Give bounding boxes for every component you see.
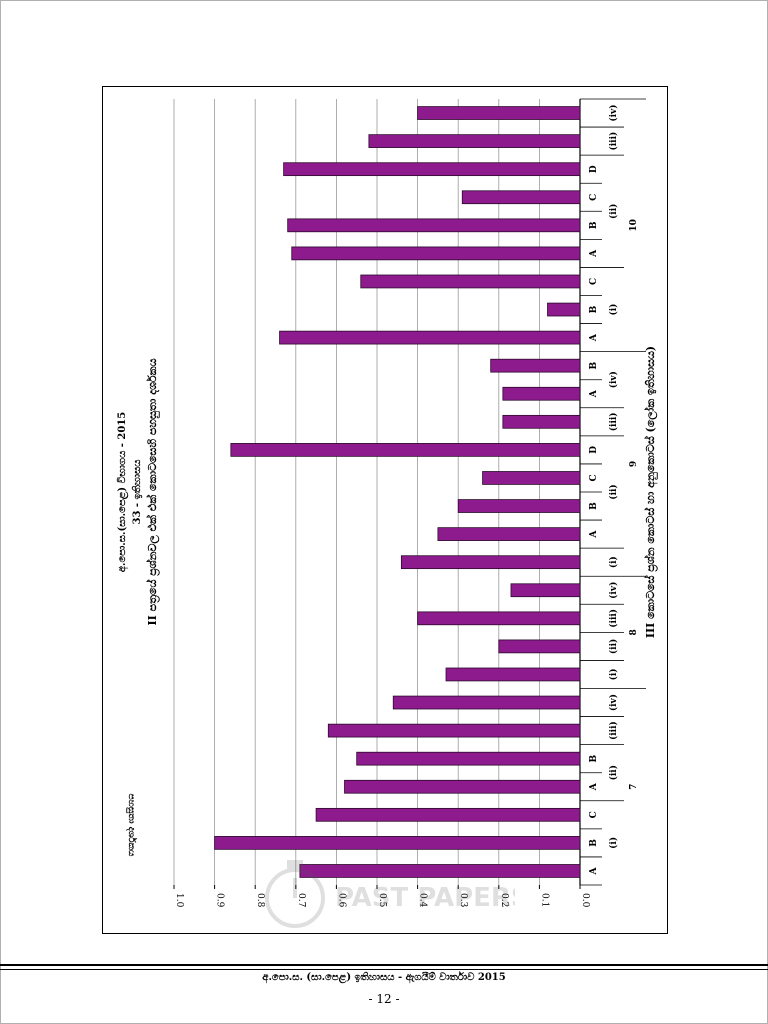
y-axis-label: පහසුතා දර්ශකය <box>125 794 137 857</box>
category-letter-label: A <box>589 782 599 791</box>
subpart-label: (i) <box>608 556 619 568</box>
tick-label: 0.6 <box>336 893 346 908</box>
bar <box>287 218 581 233</box>
tick-label: 0.7 <box>296 893 306 908</box>
bar <box>547 302 581 317</box>
tick-label: 0.4 <box>418 893 428 908</box>
tick-label: 0.5 <box>377 893 387 908</box>
bar <box>445 667 581 682</box>
bar <box>502 386 581 401</box>
bar <box>368 134 581 148</box>
tick-label: 1.0 <box>174 893 184 908</box>
bar <box>417 106 581 120</box>
bar <box>510 583 581 598</box>
tick-label: 0.1 <box>539 893 549 907</box>
category-letter-label: C <box>589 811 599 818</box>
question-number-label: 7 <box>629 784 639 790</box>
category-letter-label: B <box>589 305 599 313</box>
question-number-label: 8 <box>629 629 639 635</box>
bar <box>283 162 581 177</box>
bar <box>400 555 581 570</box>
question-number-label: 10 <box>629 219 639 232</box>
bar <box>417 611 581 626</box>
category-letter-label: D <box>589 446 599 454</box>
subpart-label: (iii) <box>608 132 619 151</box>
category-letter-label: A <box>589 333 599 342</box>
subpart-label: (iii) <box>608 721 619 740</box>
bar <box>299 864 581 878</box>
tick-label: 0.0 <box>580 893 590 908</box>
category-letter-label: B <box>589 839 599 847</box>
chart-frame: 0.0 0.1 0.2 0.3 0.4 0.5 0.6 0.7 0.8 0.9 1.0 A B C A B A B… <box>102 86 668 934</box>
bar <box>214 836 581 850</box>
bar <box>498 639 581 654</box>
bar <box>360 274 581 289</box>
category-letter-label: B <box>589 754 599 762</box>
bar <box>457 499 581 513</box>
x-axis-label: III කොටසේ ප්‍රශ්න කොටස් හා අනුකොටස් (ලෝක… <box>643 346 659 638</box>
bar <box>490 358 581 373</box>
category-letter-label: B <box>589 361 599 369</box>
bar <box>356 751 581 766</box>
bar <box>437 527 581 541</box>
subpart-label: (ii) <box>608 765 619 780</box>
page-number: - 12 - <box>368 992 400 1006</box>
subpart-label: (iii) <box>608 412 619 431</box>
bar <box>315 807 581 822</box>
bar <box>482 471 581 485</box>
bar <box>327 723 581 738</box>
category-letter-label: B <box>589 221 599 229</box>
category-letter-label: A <box>589 249 599 258</box>
chart-title-line: II පත්‍රයේ ප්‍රශ්නවල එක් එක් කොටසෙහි පහස… <box>145 358 161 625</box>
past-papers-wiki-watermark: PAST PAPERS WIKI <box>265 860 515 928</box>
bar <box>502 414 581 429</box>
category-letter-label: C <box>589 474 599 481</box>
bar <box>230 443 581 457</box>
subpart-label: (i) <box>608 668 619 680</box>
category-letter-label: A <box>589 389 599 398</box>
bar <box>461 190 581 205</box>
subpart-label: (ii) <box>608 639 619 654</box>
category-letter-label: A <box>589 530 599 539</box>
tick-label: 0.8 <box>255 893 265 908</box>
tick-label: 0.2 <box>499 893 509 907</box>
bar <box>392 695 581 710</box>
subpart-label: (iv) <box>608 371 619 388</box>
category-letter-label: D <box>589 165 599 173</box>
subpart-label: (iv) <box>608 694 619 711</box>
category-letter-label: B <box>589 502 599 510</box>
footer-rule <box>0 964 768 966</box>
subpart-label: (iv) <box>608 582 619 599</box>
bar <box>279 330 581 345</box>
bar <box>344 779 581 794</box>
category-letter-label: C <box>589 194 599 201</box>
subpart-label: (iv) <box>608 104 619 121</box>
subpart-label: (ii) <box>608 484 619 499</box>
question-number-label: 9 <box>629 461 639 467</box>
subpart-label: (i) <box>608 304 619 316</box>
subpart-label: (iii) <box>608 609 619 628</box>
stopwatch-icon <box>265 860 325 928</box>
tick-label: 0.9 <box>215 893 225 908</box>
watermark-text: PAST PAPERS WIKI <box>335 883 515 913</box>
facility-index-chart: 0.0 0.1 0.2 0.3 0.4 0.5 0.6 0.7 0.8 0.9 1.0 A B C A B A B… <box>116 98 659 908</box>
footer-rule-thin <box>0 969 768 970</box>
footer-title: අ.පො.ස. (සා.පෙළ) ඉතිහාසය - ඇගයීම් වාර්තා… <box>262 972 506 983</box>
chart-title-line: 33 - ඉතිහාසය <box>131 459 143 525</box>
bar <box>291 246 581 261</box>
subpart-label: (i) <box>608 837 619 849</box>
chart-title-line: අ.පො.ස.(සා.පෙළ) විභාගය - 2015 <box>116 412 129 572</box>
subpart-label: (ii) <box>608 204 619 219</box>
category-letter-label: A <box>589 866 599 875</box>
category-letter-label: C <box>589 278 599 285</box>
tick-label: 0.3 <box>458 893 468 908</box>
